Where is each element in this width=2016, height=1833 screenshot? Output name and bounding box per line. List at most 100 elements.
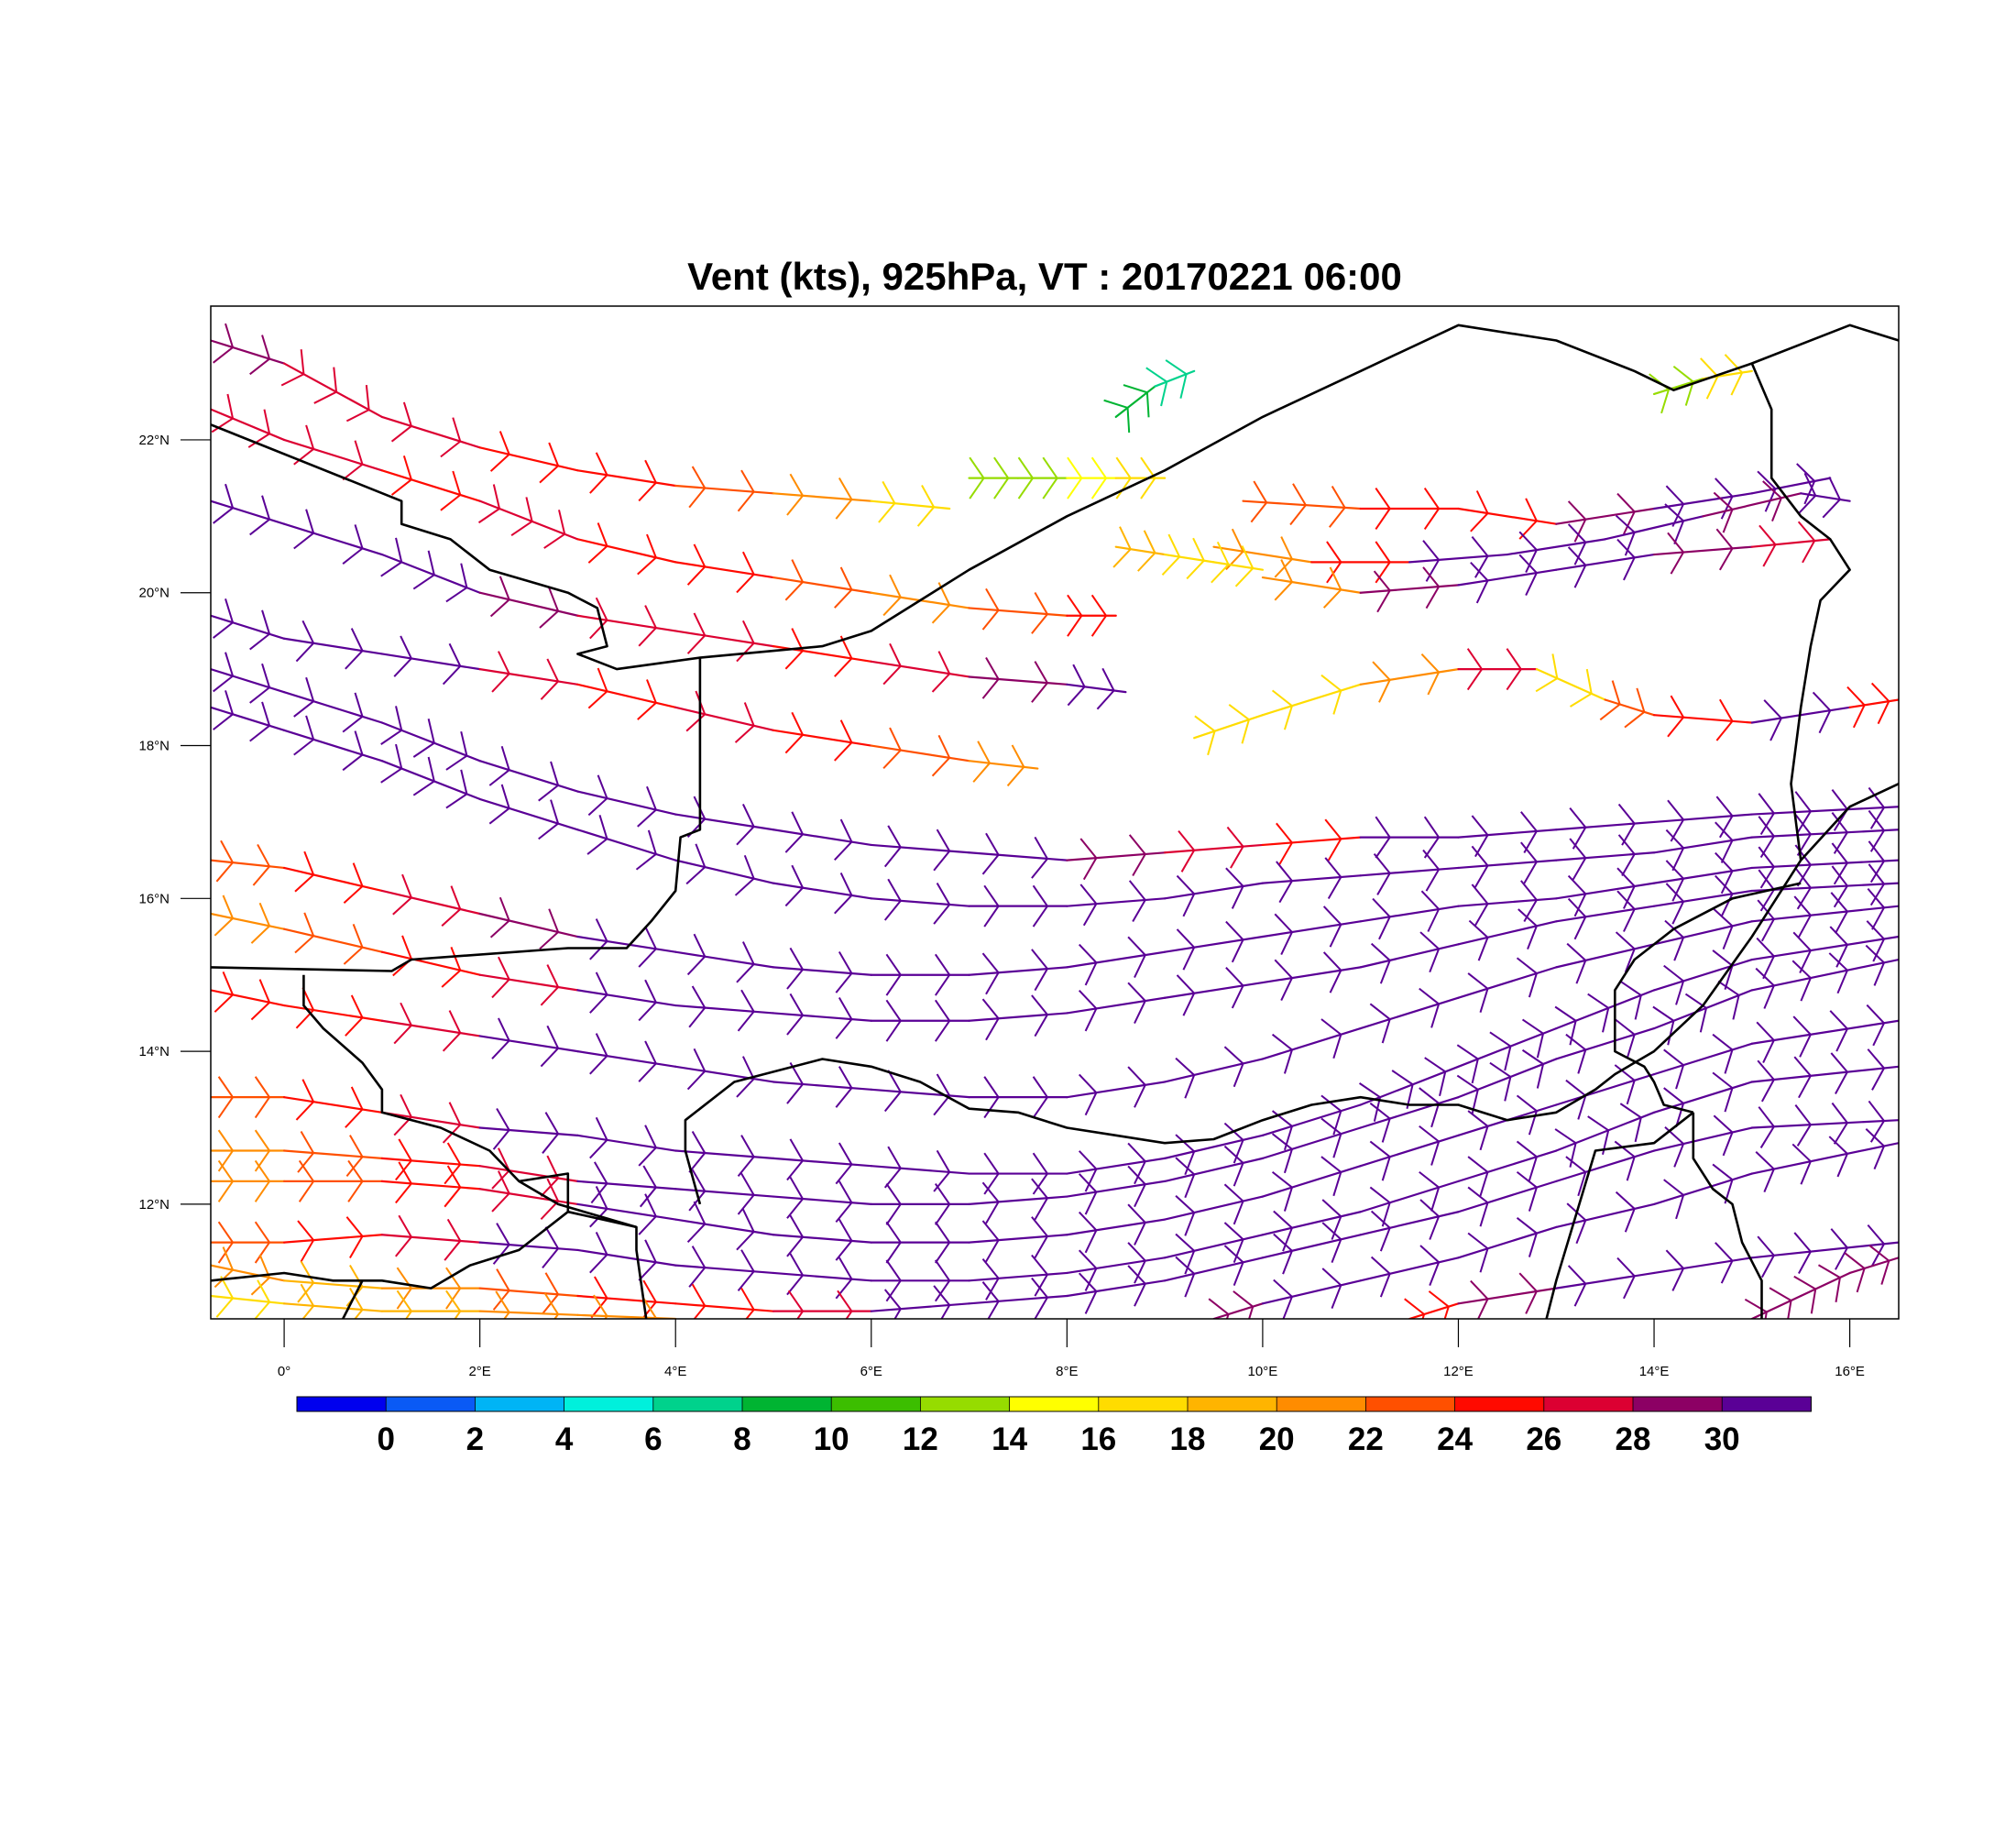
barb-feather	[933, 850, 950, 872]
barb-feather	[540, 1177, 559, 1197]
barb-shaft	[576, 614, 677, 632]
barb-feather	[1567, 897, 1587, 918]
barb-feather	[1587, 993, 1609, 1009]
barb-feather	[1523, 899, 1538, 923]
barb-feather	[1720, 840, 1734, 863]
barb-feather	[395, 1236, 412, 1257]
barb-shaft	[1164, 1257, 1265, 1282]
barb-feather	[1833, 885, 1848, 908]
barb-feather	[305, 715, 315, 741]
barb-feather	[1671, 847, 1684, 872]
barb-feather	[1623, 908, 1636, 932]
barb-feather	[1554, 1128, 1577, 1145]
barb-feather	[1810, 1289, 1817, 1314]
barb-feather	[1274, 558, 1293, 578]
barb-feather	[1573, 519, 1587, 543]
barb-feather	[220, 840, 234, 863]
barb-feather	[301, 1079, 315, 1103]
barb-shaft	[870, 660, 970, 678]
barb-shaft	[674, 1149, 775, 1159]
barb-feather	[638, 1147, 657, 1167]
barb-feather	[688, 487, 707, 509]
barb-feather	[1715, 796, 1734, 817]
barb-shaft	[1164, 981, 1265, 999]
barb-feather	[981, 1181, 1000, 1203]
barb-feather	[1175, 1157, 1195, 1176]
barb-feather	[1031, 1216, 1048, 1237]
barb-feather	[1126, 407, 1131, 434]
barb-feather	[835, 972, 853, 993]
barb-feather	[834, 895, 853, 915]
barb-feather	[1372, 661, 1391, 681]
barb-feather	[1617, 803, 1636, 825]
barb-shaft	[870, 744, 970, 763]
barb-shaft	[1261, 874, 1362, 884]
barb-feather	[637, 556, 657, 576]
barb-feather	[644, 605, 657, 629]
barb-feather	[1567, 1265, 1587, 1285]
barb-feather	[1280, 536, 1293, 560]
barb-feather	[1720, 1260, 1734, 1284]
barb-feather	[1175, 1256, 1195, 1275]
barb-shaft	[1604, 698, 1656, 717]
barb-feather	[1273, 1279, 1293, 1298]
barb-feather	[1128, 880, 1146, 901]
barb-feather	[1031, 994, 1048, 1015]
barb-feather	[786, 969, 804, 990]
barb-feather	[1420, 890, 1440, 910]
barb-feather	[352, 862, 364, 887]
barb-feather	[542, 1133, 559, 1154]
barb-shaft	[1750, 1119, 1899, 1129]
barb-feather	[1072, 664, 1086, 687]
barb-shaft	[478, 1188, 579, 1206]
barb-shaft	[1066, 1157, 1167, 1175]
barb-feather	[1623, 1275, 1636, 1300]
colorbar-swatch	[1722, 1397, 1812, 1411]
barb-feather	[539, 610, 559, 629]
barb-feather	[1471, 815, 1489, 836]
barb-feather	[969, 456, 985, 479]
barb-feather	[450, 885, 462, 910]
barb-feather	[1717, 980, 1740, 996]
color-bar: 0 2 4 6 8 10 12 14 16 18 20 22 24 26 28 30	[296, 1396, 1812, 1457]
barb-feather	[1554, 1005, 1577, 1022]
barb-feather	[1274, 959, 1293, 979]
barb-feather	[1223, 1145, 1244, 1164]
barb-feather	[981, 1220, 1000, 1241]
barb-feather	[1468, 919, 1489, 938]
barb-feather	[1528, 1233, 1538, 1257]
barb-feather	[1757, 899, 1775, 920]
barb-feather	[225, 483, 234, 509]
barb-feather	[786, 495, 804, 516]
barb-feather	[1223, 1183, 1244, 1202]
barb-feather	[398, 1214, 412, 1238]
barb-feather	[1078, 1249, 1098, 1269]
barb-shaft	[1750, 1241, 1899, 1259]
barb-feather	[293, 448, 314, 466]
barb-feather	[222, 1246, 234, 1271]
barb-shaft	[282, 729, 383, 763]
barb-feather	[1322, 951, 1342, 971]
barb-shaft	[576, 683, 677, 708]
colorbar-label: 14	[992, 1421, 1027, 1457]
barb-shaft	[1800, 1271, 1851, 1298]
barb-shaft	[1164, 843, 1265, 854]
barb-feather	[985, 1017, 1000, 1041]
barb-feather	[1869, 860, 1885, 884]
barb-feather	[305, 424, 315, 450]
barb-feather	[354, 1309, 364, 1319]
barb-feather	[1134, 1222, 1146, 1246]
barb-feather	[734, 725, 755, 743]
barb-shaft	[576, 1180, 677, 1191]
barb-feather	[1828, 952, 1848, 971]
barb-feather	[1419, 1087, 1440, 1104]
barb-feather	[1223, 1245, 1244, 1264]
barb-feather	[1852, 704, 1866, 729]
barb-feather	[491, 673, 510, 693]
barb-feather	[1866, 1004, 1885, 1024]
barb-feather	[644, 1239, 657, 1263]
barb-shaft	[478, 591, 579, 617]
barb-feather	[1422, 849, 1440, 871]
barb-feather	[550, 799, 560, 824]
barb-feather	[838, 1180, 853, 1203]
